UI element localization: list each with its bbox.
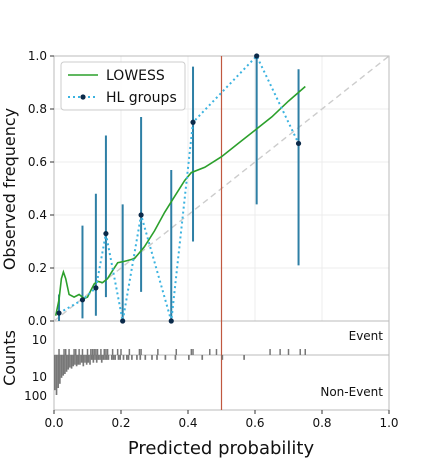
nonevent-bar-22 [90,355,93,360]
data-marks [53,53,390,410]
nonevent-bar-3 [59,355,61,384]
nonevent-bar-10 [70,355,73,369]
nonevent-bar-14 [77,355,80,365]
nonevent-bar-9 [69,355,71,368]
y-tick-label-1: 0.2 [28,261,47,275]
legend: LOWESS HL groups [60,61,186,111]
nonevent-bar-72 [174,355,177,360]
nonevent-label: Non-Event [320,385,383,399]
nonevent-bar-100 [221,355,224,360]
nonevent-bar-6 [64,355,66,374]
hl-point-7 [190,119,196,125]
nonevent-bar-17 [82,355,85,367]
hl-point-6 [168,318,174,324]
nonevent-bar-18 [84,355,86,363]
nonevent-bar-61 [156,355,158,360]
hl-point-8 [254,53,260,59]
x-axis-label: Predicted probability [128,438,315,459]
x-tick-label-3: 0.6 [245,416,264,430]
event-count-tick-0: 10 [32,333,47,347]
y-tick-label-2: 0.4 [28,208,47,222]
y-axis-label-counts: Counts [0,330,19,386]
hl-groups-line [58,54,300,322]
legend-lowess-label: LOWESS [106,68,165,84]
nonevent-bar-2 [57,355,60,389]
nonevent-bar-38 [117,355,120,360]
hl-point-4 [120,318,126,324]
y-axis-label-main: Observed frequency [0,108,19,270]
legend-hl-label: HL groups [106,90,177,106]
hl-point-0 [56,310,62,316]
nonevent-bar-27 [99,355,101,360]
nonevent-bar-11 [72,355,75,367]
hl-point-3 [103,230,109,237]
event-label: Event [349,329,384,343]
y-tick-label-5: 1.0 [28,49,47,63]
hl-point-1 [79,297,86,303]
hl-point-5 [138,212,144,218]
hl-point-2 [93,285,99,291]
nonevent-bar-7 [65,355,68,372]
nonevent-bar-25 [95,355,98,363]
nonevent-bar-39 [119,355,121,360]
nonevent-bar-1 [55,355,58,395]
nonevent-bar-58 [151,355,153,360]
tick-labels: 0.0 0.2 0.4 0.6 0.8 1.0 0.0 0.2 0.4 0.6 0.8 1.0 10 10… [24,49,398,430]
nonevent-bar-23 [92,355,95,363]
nonevent-count-tick-0: 10 [32,370,47,384]
nonevent-bar-26 [97,355,100,360]
nonevent-bar-28 [100,355,103,363]
lowess-line [54,85,306,316]
nonevent-bar-51 [139,355,142,360]
nonevent-bar-0 [54,355,56,391]
nonevent-bar-44 [127,355,130,360]
nonevent-bar-35 [112,355,115,360]
legend-hl-marker [80,94,86,100]
nonevent-bar-13 [75,355,78,367]
nonevent-bar-31 [105,355,108,360]
nonevent-bar-24 [94,355,96,360]
nonevent-bar-15 [79,355,81,365]
nonevent-bar-8 [67,355,70,370]
nonevent-bar-88 [201,355,204,360]
nonevent-bar-32 [107,355,110,360]
nonevent-bar-21 [89,355,91,365]
nonevent-bar-20 [87,355,90,363]
nonevent-bar-43 [126,355,128,360]
x-tick-label-5: 1.0 [379,416,398,430]
nonevent-bar-29 [102,355,105,360]
x-tick-label-0: 0.0 [44,416,63,430]
legend-box [60,61,186,111]
nonevent-bar-66 [164,355,167,360]
y-tick-label-4: 0.8 [28,102,47,116]
nonevent-bar-46 [131,355,133,360]
nonevent-bar-49 [136,355,138,360]
nonevent-bar-80 [188,355,190,360]
nonevent-bar-19 [85,355,88,365]
nonevent-bar-54 [144,355,147,360]
nonevent-bar-12 [74,355,76,365]
nonevent-bar-34 [110,355,113,360]
x-tick-label-2: 0.4 [178,416,197,430]
nonevent-bar-30 [104,355,106,360]
y-tick-label-0: 0.0 [28,314,47,328]
y-tick-label-3: 0.6 [28,155,47,169]
nonevent-bar-113 [243,355,245,360]
nonevent-bar-5 [62,355,65,376]
x-tick-label-1: 0.2 [111,416,130,430]
nonevent-bar-41 [122,355,125,360]
nonevent-bar-16 [80,355,83,363]
nonevent-bar-36 [114,355,116,360]
hl-point-9 [295,140,302,147]
nonevent-bar-4 [60,355,63,378]
x-tick-label-4: 0.8 [312,416,331,430]
nonevent-count-tick-1: 100 [24,389,47,403]
